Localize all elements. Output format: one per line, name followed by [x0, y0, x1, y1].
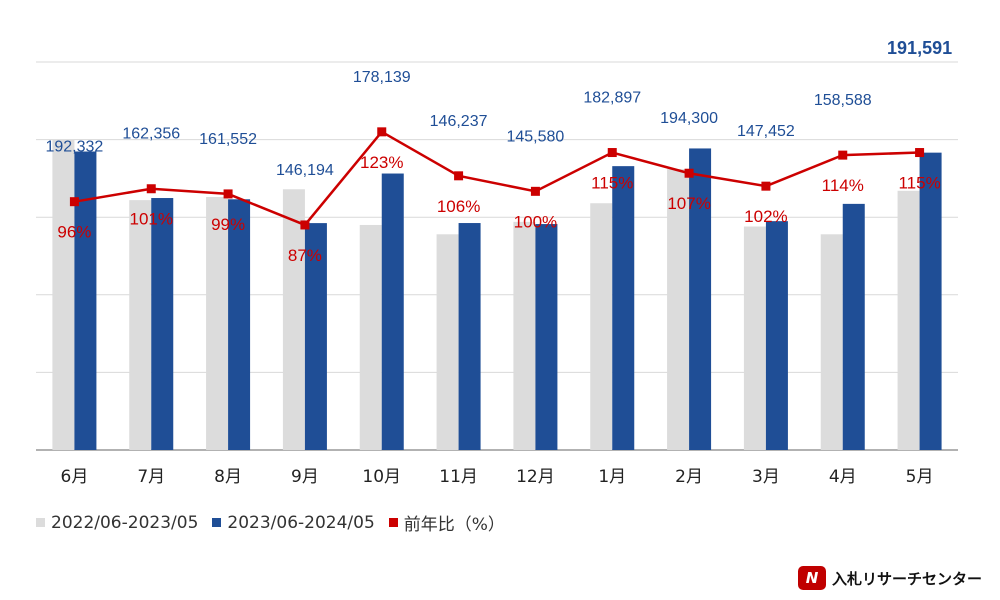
x-tick-label: 8月: [214, 467, 242, 487]
x-tick-label: 3月: [752, 467, 780, 487]
value-label: 146,237: [430, 113, 488, 130]
x-tick-label: 10月: [362, 467, 401, 487]
value-label: 145,580: [506, 128, 564, 145]
bar-current-year: [151, 198, 174, 450]
bar-prev-year: [436, 234, 459, 450]
yoy-point: [838, 150, 848, 160]
bar-prev-year: [667, 169, 690, 450]
x-tick-label: 7月: [137, 467, 165, 487]
bar-current-year: [919, 152, 942, 451]
legend-label-current-year: 2023/06-2024/05: [227, 512, 375, 533]
bar-current-year: [842, 203, 865, 450]
bar-prev-year: [282, 189, 305, 450]
bar-prev-year: [743, 226, 766, 450]
yoy-label: 106%: [437, 197, 480, 216]
yoy-point: [69, 197, 79, 207]
x-tick-label: 5月: [906, 467, 934, 487]
value-label: 194,300: [660, 110, 718, 127]
brand: N 入札リサーチセンター: [797, 566, 982, 590]
yoy-point: [300, 220, 310, 230]
yoy-label: 102%: [744, 207, 787, 226]
x-tick-label: 12月: [516, 467, 555, 487]
yoy-label: 115%: [898, 174, 940, 193]
yoy-point: [454, 171, 464, 181]
bar-current-year: [304, 223, 327, 450]
yoy-label: 87%: [288, 246, 322, 265]
bar-current-year: [535, 224, 558, 450]
yoy-point: [377, 127, 387, 137]
bar-current-year: [74, 151, 97, 450]
x-tick-label: 2月: [675, 467, 703, 487]
yoy-point: [223, 189, 233, 199]
yoy-point: [146, 184, 156, 194]
legend-swatch-current-year: [212, 518, 222, 527]
yoy-line: [74, 130, 920, 227]
bar-prev-year: [513, 221, 536, 450]
value-label: 178,139: [353, 69, 411, 86]
bar-current-year: [381, 173, 404, 451]
bar-current-year: [228, 199, 251, 450]
x-tick-label: 9月: [291, 467, 319, 487]
legend-item-yoy: 前年比（%）: [388, 510, 505, 535]
yoy-label: 107%: [667, 194, 710, 213]
bar-prev-year: [359, 224, 382, 450]
bar-current-year: [765, 221, 788, 450]
value-label: 191,591: [887, 38, 952, 58]
bar-current-year: [612, 166, 635, 450]
bar-current-year: [458, 223, 481, 450]
legend-item-current-year: 2023/06-2024/05: [212, 512, 375, 533]
bar-prev-year: [590, 203, 613, 450]
x-tick-label: 11月: [439, 467, 478, 487]
yoy-label: 99%: [211, 215, 245, 234]
yoy-label: 100%: [514, 212, 557, 231]
value-label: 146,194: [276, 162, 334, 179]
chart-legend: 2022/06-2023/05 2023/06-2024/05 前年比（%）: [36, 510, 519, 535]
brand-logo-icon: N: [797, 566, 826, 590]
bar-prev-year: [820, 234, 843, 450]
value-label: 147,452: [737, 123, 795, 140]
x-tick-label: 4月: [829, 467, 857, 487]
yoy-label: 96%: [57, 223, 91, 242]
yoy-point: [915, 148, 925, 158]
value-label: 182,897: [583, 90, 641, 107]
bar-prev-year: [897, 190, 920, 451]
yoy-point: [530, 186, 540, 196]
bar-prev-year: [52, 139, 75, 450]
yoy-label: 123%: [360, 153, 403, 172]
brand-name: 入札リサーチセンター: [831, 569, 982, 588]
yoy-label: 115%: [591, 174, 633, 193]
bar-prev-year: [206, 197, 229, 450]
x-tick-label: 1月: [598, 467, 626, 487]
legend-swatch-yoy: [388, 518, 398, 527]
yoy-label: 114%: [822, 176, 864, 195]
value-label: 161,552: [199, 131, 257, 148]
legend-item-prev-year: 2022/06-2023/05: [36, 513, 198, 533]
value-label: 192,332: [45, 139, 103, 156]
yoy-point: [761, 181, 771, 191]
yoy-label: 101%: [130, 210, 173, 229]
legend-label-yoy: 前年比（%）: [403, 515, 505, 535]
value-label: 158,588: [814, 92, 872, 109]
yoy-point: [684, 168, 694, 178]
value-label: 162,356: [122, 126, 180, 143]
yoy-point: [607, 148, 617, 158]
legend-label-prev-year: 2022/06-2023/05: [51, 512, 199, 533]
bar-current-year: [689, 148, 712, 450]
x-tick-label: 6月: [61, 467, 89, 487]
combo-chart: 6月 7月 8月 9月 10月 11月 12月 1月 2月 3月 4月 5月 96% 101% 99% 87%…: [36, 38, 958, 487]
bar-prev-year: [129, 200, 152, 450]
legend-swatch-prev-year: [36, 518, 45, 527]
